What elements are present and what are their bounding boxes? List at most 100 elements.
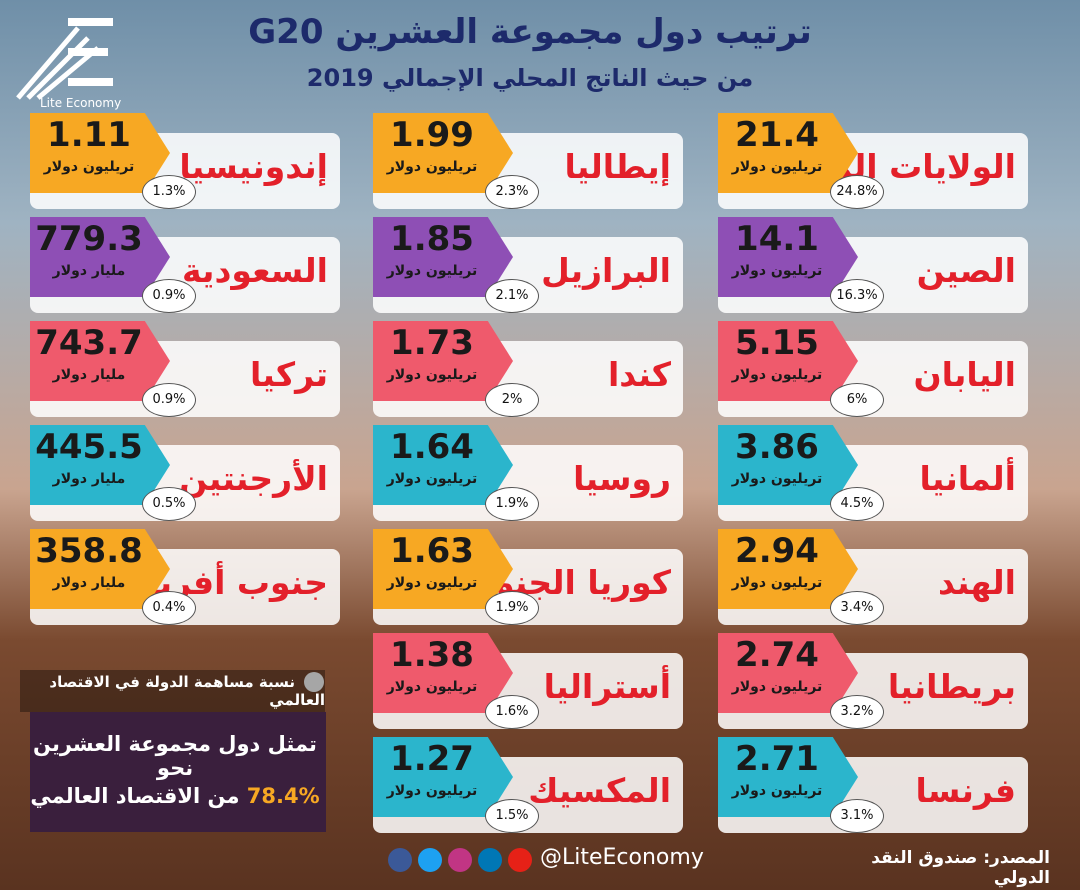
value-badge: 5.15 تريليون دولار (718, 321, 858, 401)
youtube-icon[interactable] (508, 848, 532, 872)
country-name: إيطاليا (564, 147, 672, 186)
country-card: المكسيك 1.27 تريليون دولار 1.5% (373, 737, 683, 833)
logo-text: Lite Economy (40, 96, 122, 110)
country-name: كندا (607, 355, 671, 394)
value-badge: 1.63 تريليون دولار (373, 529, 513, 609)
value-badge: 1.38 تريليون دولار (373, 633, 513, 713)
gdp-unit: تريليون دولار (386, 679, 478, 695)
gdp-value: 1.99 (390, 115, 474, 155)
gdp-unit: تريليون دولار (731, 263, 823, 279)
country-card: كندا 1.73 تريليون دولار 2% (373, 321, 683, 417)
country-name: الصين (916, 251, 1016, 290)
gdp-unit: تريليون دولار (386, 367, 478, 383)
country-card: جنوب أفريقيا 358.8 مليار دولار 0.4% (30, 529, 340, 625)
gdp-unit: مليار دولار (52, 367, 126, 383)
country-card: فرنسا 2.71 تريليون دولار 3.1% (718, 737, 1028, 833)
value-badge: 14.1 تريليون دولار (718, 217, 858, 297)
gdp-value: 1.63 (390, 531, 474, 571)
value-badge: 445.5 مليار دولار (30, 425, 170, 505)
gdp-value: 1.85 (390, 219, 474, 259)
country-name: ألمانيا (919, 459, 1016, 498)
country-name: اليابان (913, 355, 1016, 394)
world-share: 1.9% (485, 487, 539, 521)
instagram-icon[interactable] (448, 848, 472, 872)
value-badge: 2.74 تريليون دولار (718, 633, 858, 713)
value-badge: 1.85 تريليون دولار (373, 217, 513, 297)
country-name: أستراليا (543, 667, 671, 706)
handle: @LiteEconomy (540, 845, 704, 870)
country-card: الصين 14.1 تريليون دولار 16.3% (718, 217, 1028, 313)
gdp-unit: تريليون دولار (731, 471, 823, 487)
gdp-unit: تريليون دولار (731, 783, 823, 799)
country-name: المكسيك (528, 771, 671, 810)
facebook-icon[interactable] (388, 848, 412, 872)
summary-line: تمثل دول مجموعة العشرين نحو (33, 732, 317, 780)
gdp-value: 1.11 (47, 115, 131, 155)
gdp-unit: تريليون دولار (43, 159, 135, 175)
country-name: السعودية (182, 251, 328, 290)
gdp-unit: تريليون دولار (731, 575, 823, 591)
gdp-value: 1.38 (390, 635, 474, 675)
gdp-unit: تريليون دولار (386, 575, 478, 591)
country-card: الولايات المتحدة 21.4 تريليون دولار 24.8% (718, 113, 1028, 209)
gdp-value: 14.1 (735, 219, 819, 259)
world-share: 3.4% (830, 591, 884, 625)
value-badge: 1.99 تريليون دولار (373, 113, 513, 193)
country-card: السعودية 779.3 مليار دولار 0.9% (30, 217, 340, 313)
gdp-value: 358.8 (35, 531, 143, 571)
gdp-value: 779.3 (35, 219, 143, 259)
country-name: بريطانيا (887, 667, 1016, 706)
world-share: 0.9% (142, 279, 196, 313)
legend-text: نسبة مساهمة الدولة في الاقتصاد العالمي (49, 673, 325, 709)
gdp-value: 445.5 (35, 427, 143, 467)
country-card: إندونيسيا 1.11 تريليون دولار 1.3% (30, 113, 340, 209)
value-badge: 21.4 تريليون دولار (718, 113, 858, 193)
gdp-unit: مليار دولار (52, 471, 126, 487)
country-card: تركيا 743.7 مليار دولار 0.9% (30, 321, 340, 417)
country-name: تركيا (250, 355, 328, 394)
gdp-unit: تريليون دولار (731, 679, 823, 695)
world-share: 4.5% (830, 487, 884, 521)
gdp-unit: تريليون دولار (386, 471, 478, 487)
country-card: اليابان 5.15 تريليون دولار 6% (718, 321, 1028, 417)
linkedin-icon[interactable] (478, 848, 502, 872)
country-name: فرنسا (915, 771, 1017, 810)
value-badge: 779.3 مليار دولار (30, 217, 170, 297)
summary-share: 78.4% (246, 784, 320, 808)
country-card: الأرجنتين 445.5 مليار دولار 0.5% (30, 425, 340, 521)
world-share: 2.1% (485, 279, 539, 313)
gdp-value: 5.15 (735, 323, 819, 363)
gdp-unit: تريليون دولار (386, 783, 478, 799)
legend-dot (304, 672, 324, 692)
gdp-value: 1.64 (390, 427, 474, 467)
summary-text: من الاقتصاد العالمي (30, 784, 240, 808)
world-share: 16.3% (830, 279, 884, 313)
value-badge: 2.94 تريليون دولار (718, 529, 858, 609)
gdp-unit: تريليون دولار (386, 263, 478, 279)
gdp-unit: تريليون دولار (731, 159, 823, 175)
country-card: الهند 2.94 تريليون دولار 3.4% (718, 529, 1028, 625)
gdp-value: 2.74 (735, 635, 819, 675)
world-share: 1.3% (142, 175, 196, 209)
title: ترتيب دول مجموعة العشرين G20 (248, 12, 812, 52)
gdp-value: 3.86 (735, 427, 819, 467)
value-badge: 2.71 تريليون دولار (718, 737, 858, 817)
value-badge: 1.27 تريليون دولار (373, 737, 513, 817)
country-card: ألمانيا 3.86 تريليون دولار 4.5% (718, 425, 1028, 521)
twitter-icon[interactable] (418, 848, 442, 872)
summary-line: 78.4% من الاقتصاد العالمي (30, 784, 320, 808)
legend: نسبة مساهمة الدولة في الاقتصاد العالمي (20, 670, 325, 712)
summary-box (30, 712, 326, 832)
country-card: روسيا 1.64 تريليون دولار 1.9% (373, 425, 683, 521)
country-name: روسيا (573, 459, 671, 498)
country-name: البرازيل (541, 251, 671, 290)
world-share: 3.2% (830, 695, 884, 729)
country-name: الأرجنتين (179, 459, 328, 498)
source: المصدر: صندوق النقد الدولي (871, 848, 1050, 888)
subtitle: من حيث الناتج المحلي الإجمالي 2019 (306, 64, 754, 92)
gdp-unit: تريليون دولار (386, 159, 478, 175)
gdp-value: 743.7 (35, 323, 143, 363)
gdp-value: 2.94 (735, 531, 819, 571)
world-share: 2.3% (485, 175, 539, 209)
